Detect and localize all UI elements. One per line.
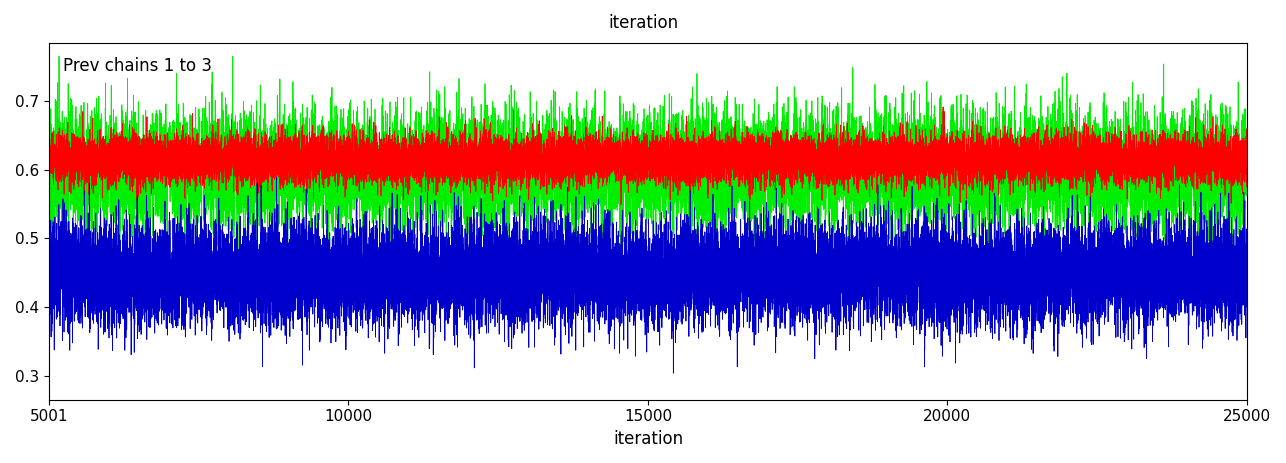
Text: Prev chains 1 to 3: Prev chains 1 to 3 <box>63 57 212 75</box>
Text: iteration: iteration <box>608 14 678 32</box>
X-axis label: iteration: iteration <box>613 430 683 448</box>
